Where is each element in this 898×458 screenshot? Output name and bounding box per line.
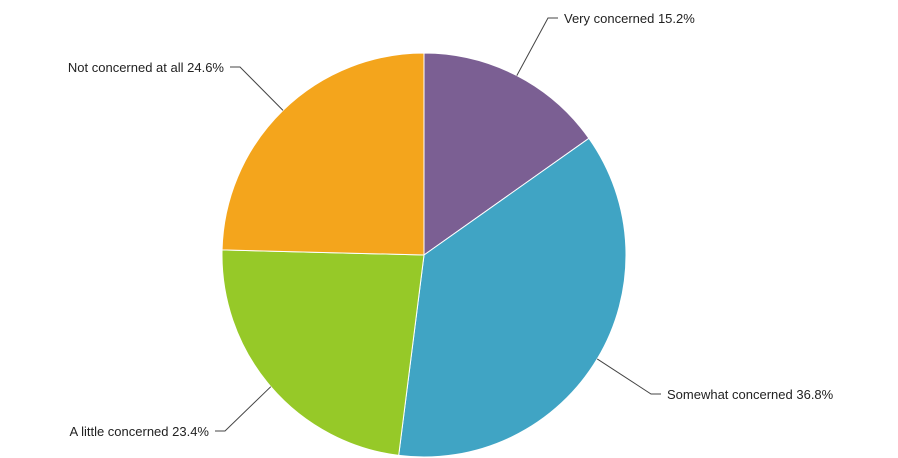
leader-line-very-concerned <box>516 17 558 76</box>
pie-slice-very-concerned <box>423 52 590 256</box>
slice-label-somewhat-concerned: Somewhat concerned 36.8% <box>667 387 834 402</box>
slice-label-a-little-concerned: A little concerned 23.4% <box>70 424 210 439</box>
pie-slice-a-little-concerned <box>221 249 425 456</box>
leader-line-somewhat-concerned <box>596 358 661 395</box>
pie-slices <box>221 52 627 458</box>
slice-labels: Very concerned 15.2% Somewhat concerned … <box>68 11 834 439</box>
slice-label-not-concerned-at-all: Not concerned at all 24.6% <box>68 60 225 75</box>
leader-lines <box>215 17 661 432</box>
pie-slice-not-concerned-at-all <box>221 52 425 256</box>
leader-line-a-little-concerned <box>215 386 272 432</box>
slice-label-very-concerned: Very concerned 15.2% <box>564 11 695 26</box>
leader-line-not-concerned-at-all <box>230 66 284 111</box>
